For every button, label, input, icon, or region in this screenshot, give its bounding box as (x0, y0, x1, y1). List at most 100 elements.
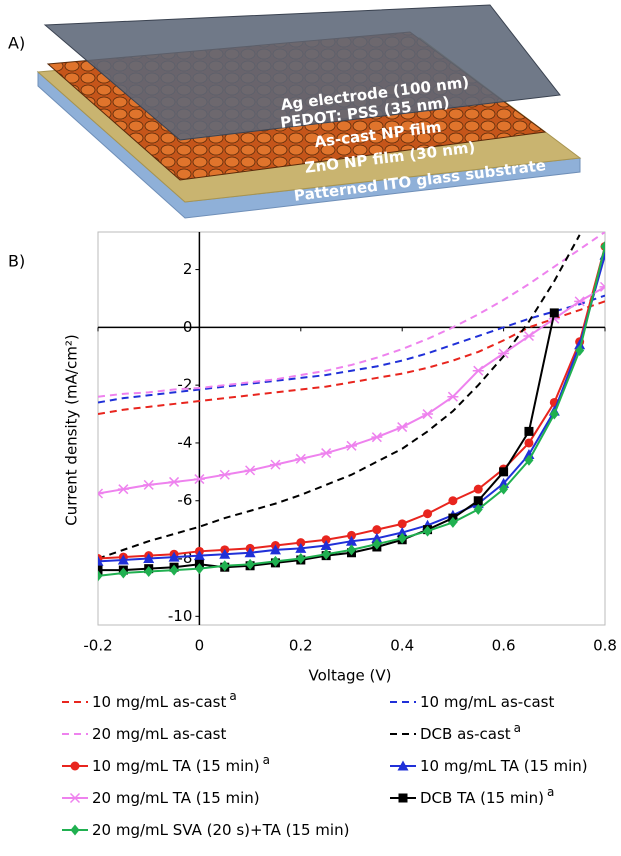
marker (447, 391, 459, 402)
marker (448, 496, 458, 506)
legend-label: 10 mg/mL as-cast (420, 693, 554, 711)
marker (295, 453, 307, 464)
legend-item: 10 mg/mL TA (15 min) (390, 757, 588, 775)
legend-label: DCB TA (15 min) a (420, 785, 554, 807)
plot-frame (97, 231, 606, 626)
marker (524, 426, 534, 436)
legend-label: 10 mg/mL TA (15 min) a (92, 753, 270, 775)
legend-note: a (229, 689, 236, 703)
marker (143, 553, 155, 564)
marker (219, 469, 231, 480)
marker (118, 567, 128, 579)
y-tick-label: -4 (177, 433, 192, 451)
marker (599, 281, 605, 292)
legend-label: 10 mg/mL as-cast a (92, 689, 237, 711)
marker (346, 535, 357, 546)
legend-text: 10 mg/mL as-cast (420, 693, 554, 711)
legend-label: 20 mg/mL TA (15 min) (92, 789, 260, 807)
legend-label: 10 mg/mL TA (15 min) (420, 757, 588, 775)
marker (168, 476, 180, 487)
marker (220, 560, 230, 572)
marker (473, 496, 483, 506)
marker (423, 525, 433, 537)
plot-lines (98, 232, 605, 582)
marker (499, 483, 509, 495)
marker (296, 538, 306, 548)
series-line (98, 232, 605, 398)
marker (244, 547, 256, 558)
legend-item: 20 mg/mL SVA (20 s)+TA (15 min) (62, 821, 349, 839)
marker (321, 535, 331, 545)
legend-note: a (547, 785, 554, 799)
marker (296, 553, 306, 565)
marker (397, 760, 409, 771)
marker (347, 530, 356, 540)
legend-item: DCB TA (15 min) a (390, 785, 554, 807)
marker (347, 544, 356, 556)
legend-label: DCB as-cast a (420, 721, 521, 743)
marker (244, 465, 256, 476)
x-tick-label: -0.2 (83, 637, 112, 655)
legend-text: 20 mg/mL TA (15 min) (92, 789, 260, 807)
marker (346, 440, 357, 451)
marker (473, 503, 483, 515)
marker (70, 761, 80, 771)
marker (600, 240, 605, 252)
y-tick-label: 2 (183, 260, 193, 278)
marker (269, 459, 281, 470)
series-line (98, 300, 605, 416)
marker (70, 824, 80, 836)
marker (397, 519, 407, 529)
x-tick-label: 0.6 (492, 637, 516, 655)
marker (398, 793, 408, 803)
marker (295, 542, 307, 553)
legend-item: 10 mg/mL as-cast (390, 693, 554, 711)
legend-item: DCB as-cast a (390, 721, 521, 743)
legend-item: 10 mg/mL as-cast a (62, 689, 237, 711)
marker (193, 474, 205, 485)
x-axis-title: Voltage (V) (309, 667, 392, 685)
marker (396, 527, 408, 538)
panel-label: B) (8, 252, 25, 271)
device-diagram: Ag electrode (100 nm) PEDOT: PSS (35 nm)… (36, 4, 582, 219)
marker (524, 454, 534, 466)
y-axis-title: Current density (mA/cm²) (63, 334, 81, 525)
y-tick-label: -2 (177, 376, 192, 394)
marker (69, 792, 81, 804)
marker (169, 564, 179, 576)
marker (371, 432, 383, 443)
series-line (98, 312, 556, 572)
legend-item: 10 mg/mL TA (15 min) a (62, 753, 270, 775)
legend-label: 20 mg/mL as-cast (92, 725, 226, 743)
x-tick-label: 0.4 (390, 637, 414, 655)
legend-label: 20 mg/mL SVA (20 s)+TA (15 min) (92, 821, 349, 839)
marker (549, 308, 559, 318)
marker (245, 558, 255, 570)
legend-text: 20 mg/mL SVA (20 s)+TA (15 min) (92, 821, 349, 839)
legend-text: DCB as-cast (420, 725, 511, 743)
marker (193, 550, 205, 561)
marker (574, 339, 586, 350)
marker (194, 563, 204, 575)
marker (98, 565, 103, 575)
legend-text: 20 mg/mL as-cast (92, 725, 226, 743)
panel-label: A) (8, 34, 25, 53)
marker (499, 467, 509, 477)
ag-electrode (43, 4, 561, 141)
marker (448, 516, 458, 528)
marker (168, 551, 180, 562)
marker (498, 348, 510, 359)
marker (98, 555, 104, 566)
marker (270, 555, 280, 567)
marker (321, 548, 331, 560)
legend-text: 10 mg/mL TA (15 min) (420, 757, 588, 775)
legend-text: 10 mg/mL TA (15 min) (92, 757, 260, 775)
legend-text: DCB TA (15 min) (420, 789, 544, 807)
marker (473, 484, 483, 494)
marker (422, 409, 434, 420)
y-tick-label: -6 (177, 491, 192, 509)
marker (574, 296, 586, 307)
marker (371, 532, 383, 543)
marker (98, 488, 104, 499)
